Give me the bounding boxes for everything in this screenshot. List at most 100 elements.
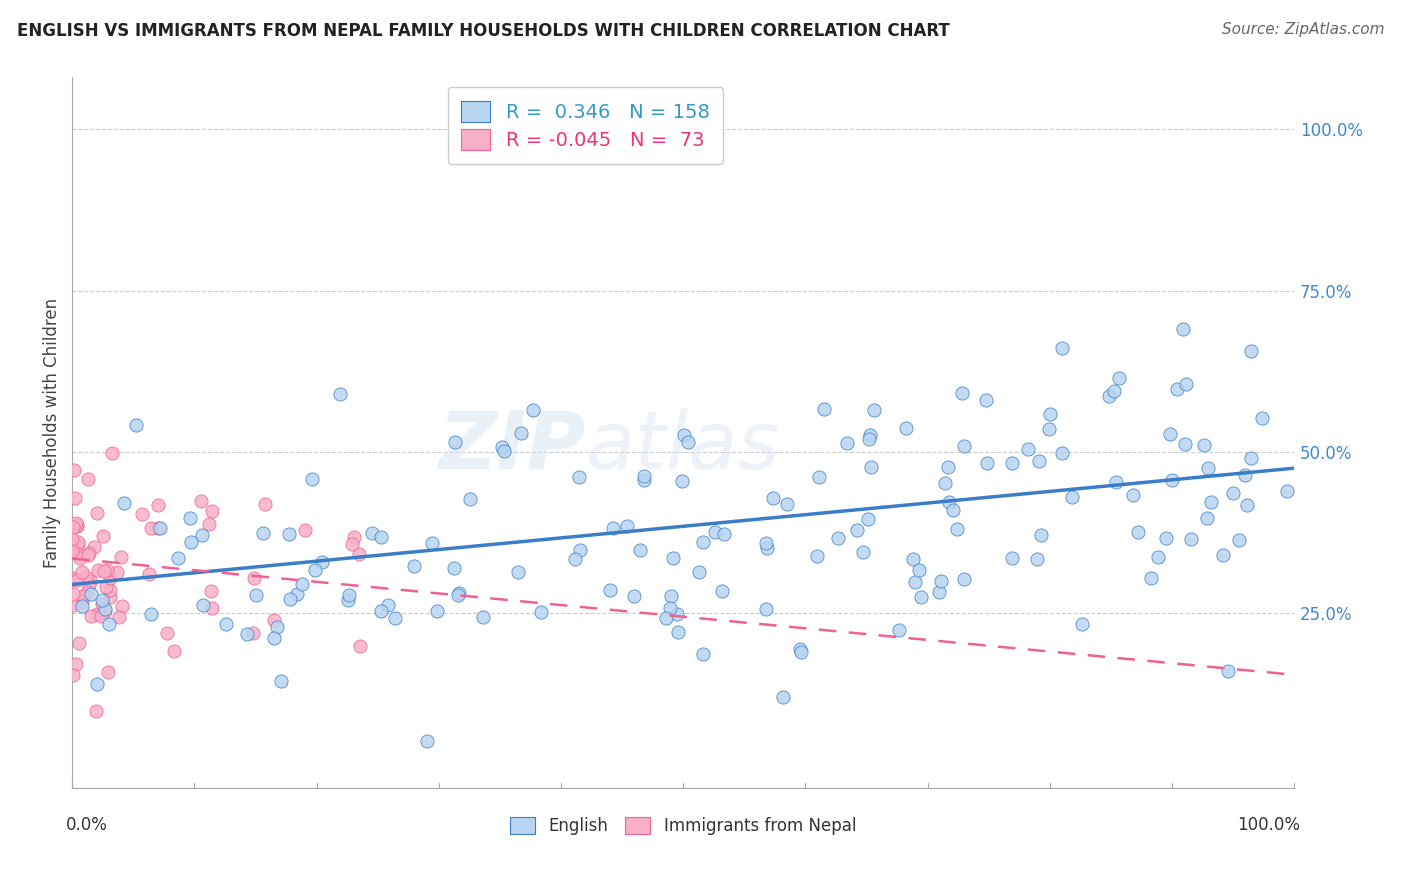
Point [1052, 341, 1074, 355]
Point [510, 426, 533, 441]
Point [163, 644, 186, 658]
Point [904, 575, 927, 590]
Point [666, 624, 689, 639]
Point [62, 574, 84, 588]
Point [1236, 499, 1258, 513]
Point [827, 531, 849, 545]
Point [60, 544, 83, 558]
Point [1194, 438, 1216, 452]
Point [111, 599, 134, 613]
Point [807, 470, 830, 484]
Point [929, 574, 952, 588]
Point [94, 604, 117, 618]
Point [863, 403, 886, 417]
Point [672, 428, 695, 442]
Point [938, 459, 960, 474]
Point [953, 439, 976, 453]
Point [125, 417, 148, 432]
Point [79, 587, 101, 601]
Point [835, 436, 858, 450]
Point [1001, 550, 1024, 565]
Point [1102, 384, 1125, 399]
Point [72, 589, 94, 603]
Point [662, 551, 685, 566]
Point [277, 527, 299, 541]
Point [347, 547, 370, 561]
Point [105, 565, 128, 579]
Point [86, 607, 108, 621]
Point [471, 609, 494, 624]
Point [98, 590, 121, 604]
Point [110, 549, 132, 564]
Point [1180, 533, 1202, 547]
Point [62, 668, 84, 682]
Point [692, 535, 714, 549]
Point [1039, 407, 1062, 421]
Point [62, 598, 84, 612]
Point [93, 529, 115, 543]
Point [974, 393, 997, 408]
Point [198, 517, 221, 532]
Point [506, 565, 529, 579]
Point [1071, 616, 1094, 631]
Point [77, 472, 100, 486]
Point [1062, 491, 1084, 505]
Point [443, 561, 465, 575]
Point [676, 435, 699, 450]
Point [755, 536, 778, 550]
Point [62, 463, 84, 477]
Point [1122, 488, 1144, 502]
Point [789, 641, 811, 656]
Point [568, 543, 591, 558]
Point [443, 434, 465, 449]
Point [191, 528, 214, 542]
Point [901, 551, 924, 566]
Point [311, 555, 333, 569]
Point [253, 497, 276, 511]
Point [349, 639, 371, 653]
Point [329, 386, 352, 401]
Point [1216, 664, 1239, 678]
Point [304, 563, 326, 577]
Point [530, 605, 553, 619]
Point [1212, 548, 1234, 562]
Point [856, 512, 879, 526]
Point [852, 545, 875, 559]
Point [340, 537, 363, 551]
Point [859, 460, 882, 475]
Point [67, 636, 90, 650]
Point [77, 545, 100, 559]
Point [75, 570, 97, 584]
Point [1250, 410, 1272, 425]
Point [1159, 426, 1181, 441]
Point [976, 456, 998, 470]
Point [96, 563, 118, 577]
Point [659, 590, 682, 604]
Point [285, 587, 308, 601]
Point [1195, 511, 1218, 525]
Point [270, 673, 292, 688]
Point [343, 530, 366, 544]
Point [402, 558, 425, 573]
Point [1275, 484, 1298, 499]
Point [63, 491, 86, 506]
Point [236, 627, 259, 641]
Point [79, 578, 101, 592]
Point [846, 523, 869, 537]
Point [1234, 468, 1257, 483]
Point [666, 607, 689, 621]
Point [859, 428, 882, 442]
Point [384, 611, 406, 625]
Point [1108, 371, 1130, 385]
Point [266, 620, 288, 634]
Point [101, 446, 124, 460]
Y-axis label: Family Households with Children: Family Households with Children [44, 298, 60, 567]
Point [671, 474, 693, 488]
Point [336, 593, 359, 607]
Point [907, 563, 929, 577]
Point [66, 547, 89, 561]
Text: 100.0%: 100.0% [1237, 816, 1301, 834]
Text: Source: ZipAtlas.com: Source: ZipAtlas.com [1222, 22, 1385, 37]
Point [80, 608, 103, 623]
Point [97, 665, 120, 679]
